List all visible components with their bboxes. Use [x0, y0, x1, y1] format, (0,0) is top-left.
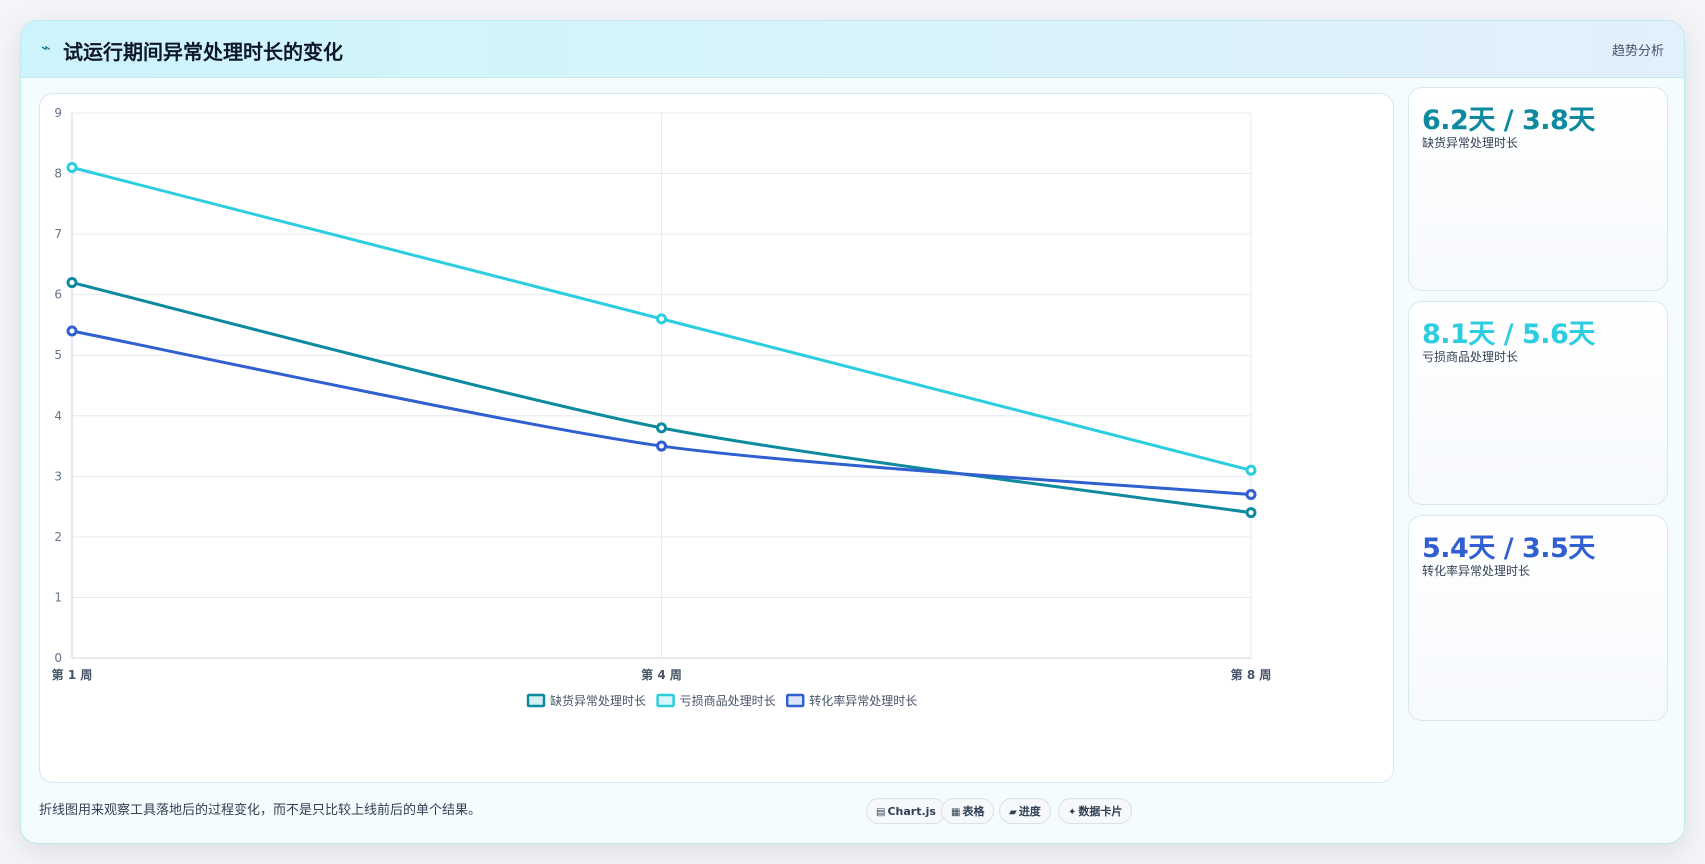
stat-value: 6.2天 / 3.8天 [1422, 105, 1595, 136]
legend-label: 亏损商品处理时长 [680, 693, 776, 708]
data-point [656, 440, 667, 452]
legend-swatch [526, 693, 546, 708]
card-header: ⌁ 试运行期间异常处理时长的变化 趋势分析 [21, 21, 1684, 78]
chip-table[interactable]: ▦ 表格 [941, 798, 995, 824]
x-tick-label: 第 1 周 [52, 667, 93, 682]
data-point [66, 325, 78, 337]
y-tick-label: 9 [54, 106, 62, 120]
progress-icon: ▰ [1009, 807, 1017, 818]
stat-value: 5.4天 / 3.5天 [1422, 533, 1595, 564]
y-tick-label: 6 [54, 288, 62, 302]
data-point [1245, 507, 1257, 519]
chart-panel: 0 1 2 3 4 5 6 7 8 9 第 1 周 第 4 周 第 8 周缺货异常处理时长 亏损商品处理时… [39, 93, 1394, 783]
x-tick-label: 第 8 周 [1231, 667, 1272, 682]
y-tick-label: 4 [54, 409, 62, 423]
legend-label: 缺货异常处理时长 [550, 693, 646, 708]
trend-tag: 趋势分析 [1611, 44, 1664, 59]
chip-label: 进度 [1018, 805, 1041, 818]
y-tick-label: 5 [54, 348, 62, 362]
y-tick-label: 3 [54, 469, 62, 483]
data-point [1245, 464, 1257, 476]
card-icon: ✦ [1068, 807, 1077, 818]
stat-label: 亏损商品处理时长 [1422, 350, 1519, 364]
legend-swatch [656, 693, 675, 708]
data-point [66, 277, 78, 289]
chip-data-card[interactable]: ✦ 数据卡片 [1058, 798, 1133, 824]
data-point [1245, 489, 1257, 500]
y-tick-label: 8 [54, 167, 62, 181]
chip-label: 表格 [962, 805, 985, 818]
table-icon: ▦ [951, 807, 961, 818]
footer-note: 折线图用来观察工具落地后的过程变化，而不是只比较上线前后的单个结果。 [39, 803, 482, 818]
chart-icon: ▤ [876, 807, 886, 818]
data-point [656, 313, 667, 325]
y-tick-label: 7 [54, 227, 62, 241]
chart-card: ⌁ 试运行期间异常处理时长的变化 趋势分析 0 1 2 3 4 5 6 7 8 9 第 1 周 第 4… [20, 20, 1685, 844]
legend-label: 转化率异常处理时长 [809, 693, 917, 708]
card-title: 试运行期间异常处理时长的变化 [63, 40, 343, 64]
stat-value: 8.1天 / 5.6天 [1422, 319, 1595, 350]
stat-card-loss-goods: 8.1天 / 5.6天 亏损商品处理时长 [1408, 301, 1668, 505]
chip-progress[interactable]: ▰ 进度 [999, 798, 1051, 824]
y-tick-label: 1 [54, 590, 62, 604]
chip-label: Chart.js [887, 805, 936, 818]
chip-chartjs[interactable]: ▤ Chart.js [866, 798, 946, 824]
y-tick-label: 0 [54, 651, 62, 665]
stat-card-stockout: 6.2天 / 3.8天 缺货异常处理时长 [1408, 87, 1668, 291]
x-tick-label: 第 4 周 [641, 667, 682, 682]
stat-label: 转化率异常处理时长 [1422, 564, 1531, 578]
chip-label: 数据卡片 [1078, 805, 1123, 818]
legend-swatch [785, 693, 805, 708]
stat-label: 缺货异常处理时长 [1422, 136, 1519, 150]
y-tick-label: 2 [54, 530, 62, 544]
trend-icon: ⌁ [41, 38, 51, 57]
data-point [66, 162, 78, 173]
stat-card-conversion: 5.4天 / 3.5天 转化率异常处理时长 [1408, 515, 1668, 721]
data-point [656, 422, 667, 434]
